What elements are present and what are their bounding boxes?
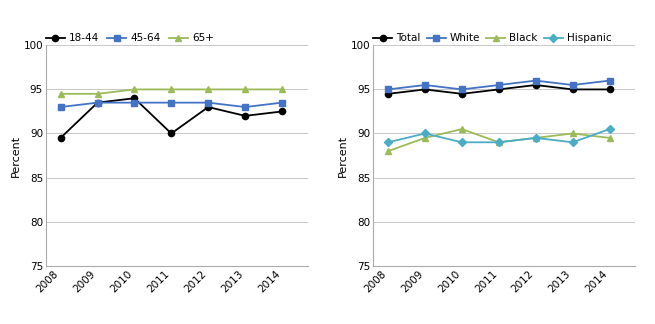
Black (458, 127, 466, 131)
Y-axis label: Percent: Percent (338, 134, 348, 177)
White (384, 87, 392, 91)
Hispanic (421, 132, 429, 135)
18-44 (57, 136, 65, 140)
Total (458, 92, 466, 96)
Hispanic (606, 127, 614, 131)
45-64 (204, 101, 212, 105)
Line: 45-64: 45-64 (58, 99, 285, 110)
45-64 (278, 101, 286, 105)
Hispanic (384, 140, 392, 144)
Total (532, 83, 540, 87)
Y-axis label: Percent: Percent (10, 134, 21, 177)
65+ (57, 92, 65, 96)
Total (495, 87, 503, 91)
Black (569, 132, 576, 135)
Total (569, 87, 576, 91)
Black (606, 136, 614, 140)
Hispanic (495, 140, 503, 144)
Line: Total: Total (385, 82, 612, 97)
Line: 18-44: 18-44 (58, 95, 285, 141)
18-44 (94, 101, 102, 105)
Line: White: White (385, 77, 612, 93)
Legend: Total, White, Black, Hispanic: Total, White, Black, Hispanic (373, 33, 612, 43)
Total (421, 87, 429, 91)
45-64 (57, 105, 65, 109)
18-44 (204, 105, 212, 109)
Total (384, 92, 392, 96)
45-64 (168, 101, 176, 105)
Black (421, 136, 429, 140)
65+ (278, 87, 286, 91)
18-44 (241, 114, 249, 118)
Line: Hispanic: Hispanic (385, 126, 612, 145)
Black (384, 149, 392, 153)
18-44 (130, 96, 138, 100)
White (606, 79, 614, 83)
65+ (204, 87, 212, 91)
White (458, 87, 466, 91)
Hispanic (458, 140, 466, 144)
Total (606, 87, 614, 91)
Line: Black: Black (385, 126, 612, 154)
Hispanic (532, 136, 540, 140)
65+ (94, 92, 102, 96)
White (569, 83, 576, 87)
65+ (168, 87, 176, 91)
65+ (130, 87, 138, 91)
Hispanic (569, 140, 576, 144)
18-44 (168, 132, 176, 135)
45-64 (241, 105, 249, 109)
45-64 (94, 101, 102, 105)
White (532, 79, 540, 83)
White (421, 83, 429, 87)
18-44 (278, 110, 286, 113)
Black (495, 140, 503, 144)
Legend: 18-44, 45-64, 65+: 18-44, 45-64, 65+ (46, 33, 214, 43)
45-64 (130, 101, 138, 105)
Black (532, 136, 540, 140)
65+ (241, 87, 249, 91)
White (495, 83, 503, 87)
Line: 65+: 65+ (58, 86, 285, 97)
